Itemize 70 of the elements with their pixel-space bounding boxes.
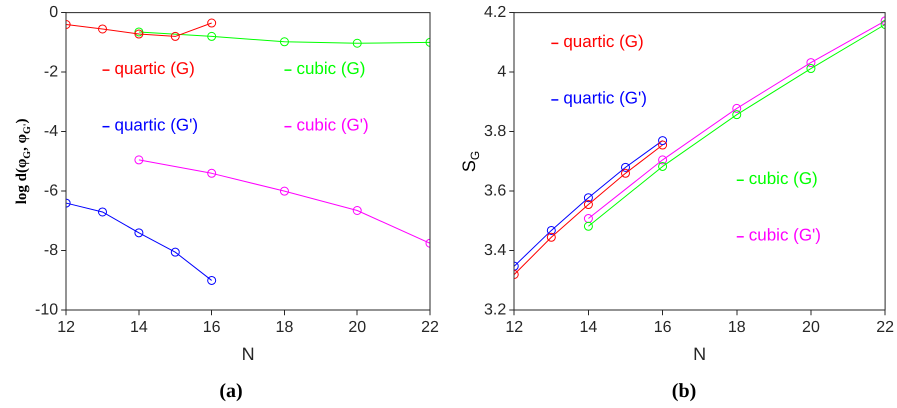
text: (b) xyxy=(672,380,696,402)
point xyxy=(98,24,108,34)
point xyxy=(134,30,144,39)
text: (a) xyxy=(219,380,243,402)
x-tick-label: 14 xyxy=(130,319,148,336)
x-axis-title: N xyxy=(693,344,706,364)
point xyxy=(352,38,362,48)
y-tick-label: -6 xyxy=(44,182,58,200)
point xyxy=(546,232,556,242)
point xyxy=(621,162,630,172)
point xyxy=(280,186,289,196)
point xyxy=(658,155,668,164)
x-tick-label: 16 xyxy=(654,319,672,336)
point xyxy=(134,228,144,238)
point xyxy=(170,248,180,257)
x-tick-label: 18 xyxy=(276,319,294,336)
y-tick-label: 3.4 xyxy=(484,242,506,260)
x-tick-label: 12 xyxy=(57,319,76,336)
legend-label: cubic (G) xyxy=(296,58,366,78)
y-tick-label: -10 xyxy=(35,302,58,319)
legend-label: quartic (G') xyxy=(563,88,647,108)
x-tick-label: 20 xyxy=(802,319,820,336)
point xyxy=(584,200,593,210)
y-tick-label: 3.2 xyxy=(484,302,506,319)
x-axis-title: N xyxy=(242,344,255,364)
legend-label: quartic (G) xyxy=(563,32,644,52)
y-tick-label: 3.8 xyxy=(484,123,506,140)
legend-label: cubic (G') xyxy=(296,115,369,134)
point xyxy=(658,136,668,146)
x-tick-label: 22 xyxy=(876,319,894,336)
point xyxy=(134,27,144,36)
point xyxy=(806,64,816,74)
y-tick-label: -4 xyxy=(44,123,58,140)
legend-label: cubic (G') xyxy=(748,225,821,244)
legend-label: quartic (G') xyxy=(114,115,198,134)
y-tick-label: 4.2 xyxy=(484,4,506,22)
x-tick-label: 12 xyxy=(505,319,524,336)
y-tick-label: 3.6 xyxy=(484,182,506,200)
point xyxy=(207,32,216,41)
point xyxy=(546,226,556,235)
y-axis-title: SG xyxy=(459,150,482,172)
legend-label: quartic (G) xyxy=(114,58,195,78)
x-tick-label: 20 xyxy=(348,319,366,336)
point xyxy=(207,168,216,178)
point xyxy=(584,214,593,224)
point xyxy=(732,110,742,120)
point xyxy=(621,168,630,178)
point xyxy=(170,32,180,41)
point xyxy=(584,193,593,202)
y-tick-label: -8 xyxy=(44,242,58,260)
point xyxy=(658,162,668,171)
point xyxy=(584,222,593,231)
y-tick-label: -2 xyxy=(44,64,58,81)
y-axis-title: log d(φG, φG') xyxy=(14,118,33,204)
legend-label: cubic (G) xyxy=(748,168,818,188)
x-tick-label: 16 xyxy=(202,319,221,336)
point xyxy=(134,155,144,164)
y-tick-label: 0 xyxy=(49,4,58,22)
x-tick-label: 14 xyxy=(580,319,598,336)
point xyxy=(98,207,108,216)
point xyxy=(352,206,362,216)
point xyxy=(280,37,289,46)
point xyxy=(806,58,816,68)
point xyxy=(207,276,216,285)
x-tick-label: 22 xyxy=(421,319,439,336)
x-tick-label: 18 xyxy=(728,319,746,336)
y-tick-label: 4 xyxy=(497,64,506,81)
point xyxy=(207,18,216,28)
point xyxy=(658,140,668,150)
point xyxy=(732,104,742,113)
